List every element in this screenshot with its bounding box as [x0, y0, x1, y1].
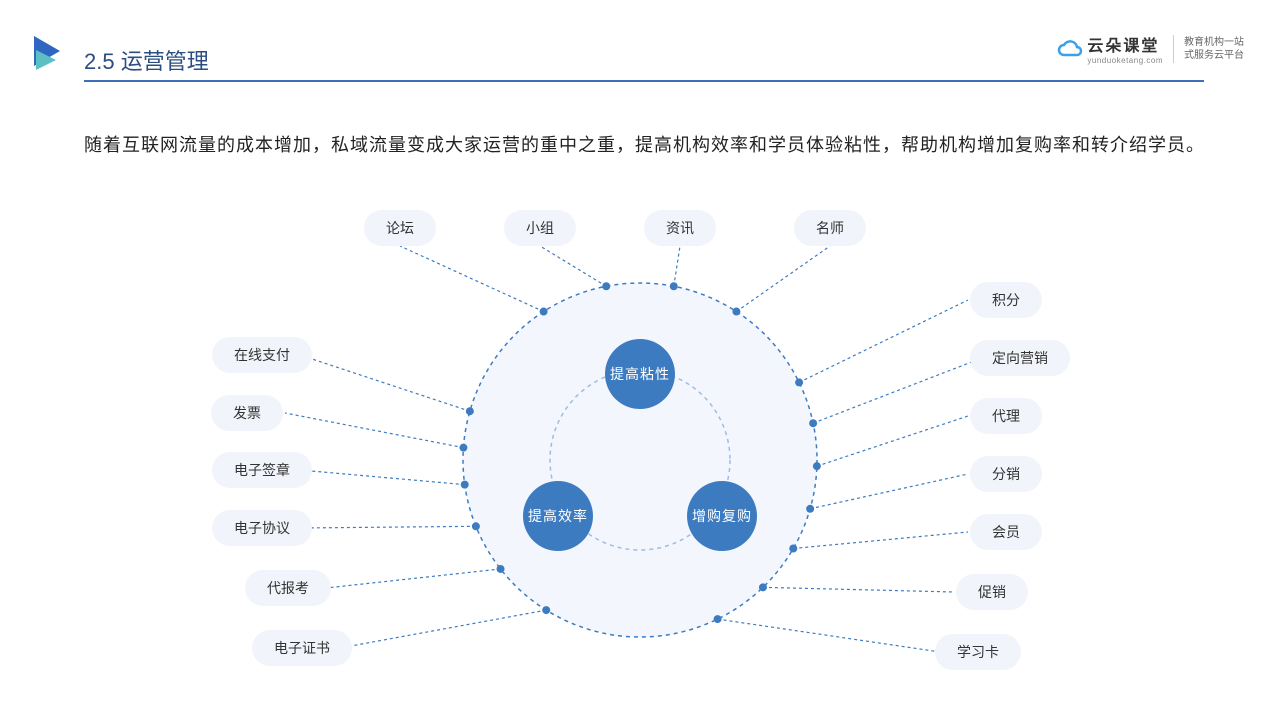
feature-pill: 代理: [970, 398, 1042, 434]
core-node: 增购复购: [687, 481, 757, 551]
tagline-line1: 教育机构一站: [1184, 36, 1244, 49]
logo-sub-text: yunduoketang.com: [1087, 56, 1163, 65]
feature-pill: 发票: [211, 395, 283, 431]
feature-pill: 促销: [956, 574, 1028, 610]
logo-brand-text: 云朵课堂: [1087, 32, 1163, 56]
feature-pill: 电子证书: [252, 630, 352, 666]
logo-mark: 云朵课堂 yunduoketang.com: [1057, 32, 1163, 65]
feature-pill: 积分: [970, 282, 1042, 318]
section-name: 运营管理: [121, 49, 209, 74]
title-underline: [84, 80, 1204, 82]
feature-pill: 分销: [970, 456, 1042, 492]
section-description: 随着互联网流量的成本增加，私域流量变成大家运营的重中之重，提高机构效率和学员体验…: [84, 128, 1210, 162]
feature-pill: 论坛: [364, 210, 436, 246]
logo-divider: [1173, 35, 1174, 63]
section-icon: [34, 36, 64, 70]
feature-pill: 小组: [504, 210, 576, 246]
feature-pill: 电子签章: [212, 452, 312, 488]
feature-pill: 在线支付: [212, 337, 312, 373]
core-node: 提高粘性: [605, 339, 675, 409]
logo-tagline: 教育机构一站 式服务云平台: [1184, 36, 1244, 62]
tagline-line2: 式服务云平台: [1184, 49, 1244, 62]
feature-pill: 资讯: [644, 210, 716, 246]
brand-logo: 云朵课堂 yunduoketang.com 教育机构一站 式服务云平台: [1057, 32, 1244, 65]
feature-pill: 会员: [970, 514, 1042, 550]
feature-pill: 电子协议: [212, 510, 312, 546]
cloud-icon: [1057, 39, 1083, 59]
feature-pill: 学习卡: [935, 634, 1021, 670]
feature-pill: 名师: [794, 210, 866, 246]
core-node: 提高效率: [523, 481, 593, 551]
feature-pill: 定向营销: [970, 340, 1070, 376]
section-title: 2.5 运营管理: [84, 44, 209, 76]
feature-pill: 代报考: [245, 570, 331, 606]
section-number: 2.5: [84, 49, 115, 74]
